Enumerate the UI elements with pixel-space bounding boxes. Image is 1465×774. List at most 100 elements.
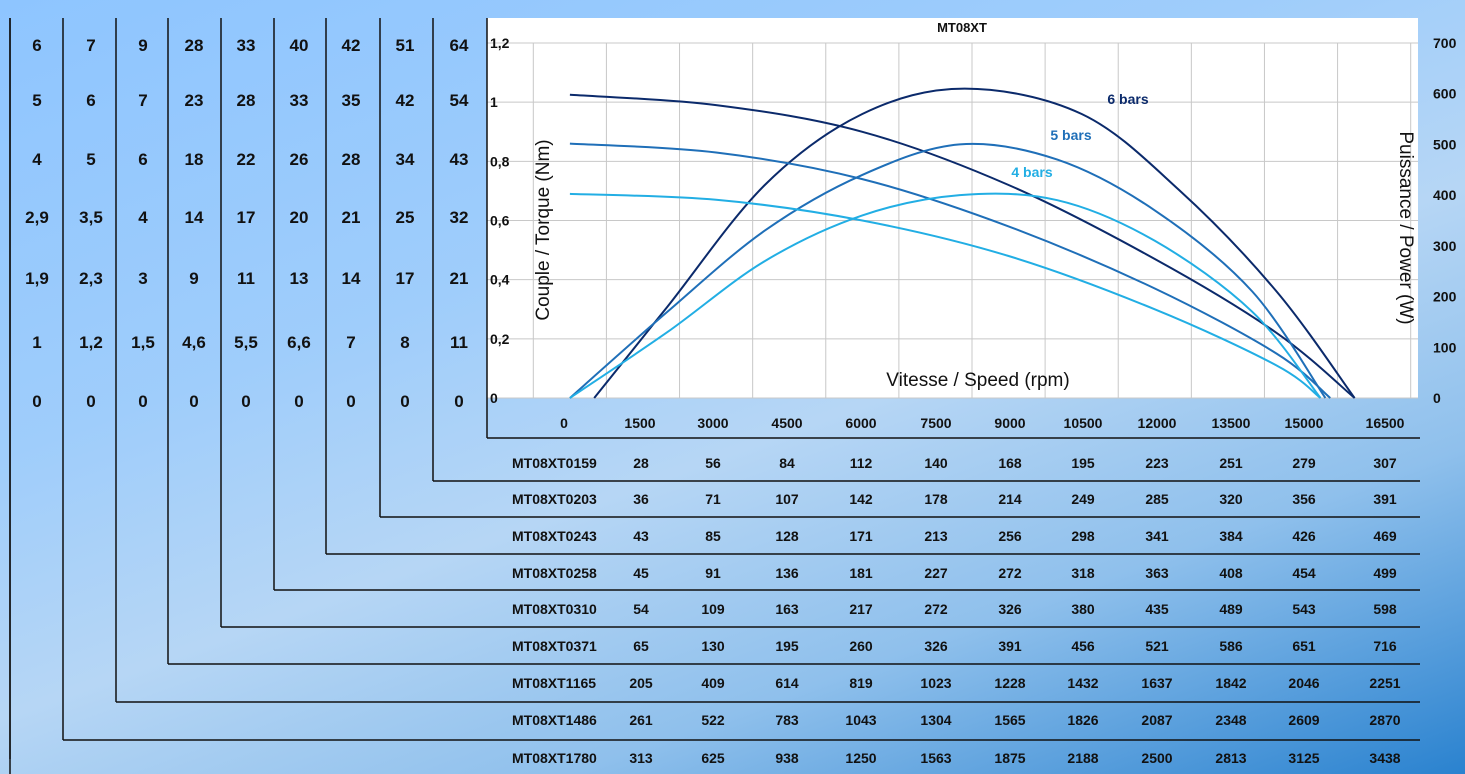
x-tick-label: 1500 bbox=[624, 415, 655, 431]
power-table-cell: 84 bbox=[779, 455, 795, 471]
left-table-cell: 13 bbox=[290, 269, 309, 288]
power-table-cell: 1563 bbox=[920, 750, 951, 766]
left-table-cell: 32 bbox=[450, 208, 469, 227]
left-table-cell: 5 bbox=[86, 150, 95, 169]
power-table-cell: 625 bbox=[701, 750, 725, 766]
left-table-cell: 14 bbox=[185, 208, 204, 227]
x-tick-label: 13500 bbox=[1212, 415, 1251, 431]
power-table-cell: 112 bbox=[850, 455, 873, 471]
power-table-cell: 2870 bbox=[1369, 712, 1400, 728]
left-table-cell: 7 bbox=[346, 333, 355, 352]
left-table-cell: 0 bbox=[454, 392, 463, 411]
x-tick-label: 9000 bbox=[994, 415, 1025, 431]
power-table-cell: 71 bbox=[705, 491, 721, 507]
left-table-cell: 51 bbox=[396, 36, 415, 55]
left-table-cell: 5 bbox=[32, 91, 41, 110]
power-table-cell: 128 bbox=[775, 528, 799, 544]
power-table-cell: 356 bbox=[1292, 491, 1316, 507]
power-table-cell: 217 bbox=[849, 601, 873, 617]
power-table-cell: 2046 bbox=[1288, 675, 1319, 691]
power-table-cell: 598 bbox=[1373, 601, 1397, 617]
power-table-cell: 28 bbox=[633, 455, 649, 471]
power-table-cell: 109 bbox=[701, 601, 725, 617]
power-table-cell: 65 bbox=[633, 638, 649, 654]
y2-tick-label: 600 bbox=[1433, 86, 1457, 102]
power-table-cell: 819 bbox=[849, 675, 873, 691]
left-table-cell: 9 bbox=[189, 269, 198, 288]
power-table-cell: 142 bbox=[849, 491, 873, 507]
x-tick-label: 12000 bbox=[1138, 415, 1177, 431]
power-table-cell: 1023 bbox=[920, 675, 951, 691]
power-table-cell: 320 bbox=[1219, 491, 1243, 507]
power-table-cell: 522 bbox=[701, 712, 725, 728]
power-table-cell: 205 bbox=[629, 675, 653, 691]
left-table-cell: 42 bbox=[396, 91, 415, 110]
y-tick-label: 0,4 bbox=[490, 272, 510, 288]
power-table-cell: 272 bbox=[924, 601, 948, 617]
power-table-cell: 213 bbox=[924, 528, 948, 544]
model-name: MT08XT1165 bbox=[512, 675, 596, 691]
left-table-cell: 1,2 bbox=[79, 333, 103, 352]
left-table-cell: 0 bbox=[138, 392, 147, 411]
power-table-cell: 2813 bbox=[1215, 750, 1246, 766]
left-table-cell: 6 bbox=[32, 36, 41, 55]
power-table-cell: 298 bbox=[1071, 528, 1095, 544]
model-name: MT08XT0203 bbox=[512, 491, 597, 507]
left-table-cell: 4 bbox=[32, 150, 42, 169]
power-table-cell: 285 bbox=[1145, 491, 1169, 507]
left-table-cell: 17 bbox=[237, 208, 256, 227]
x-tick-label: 10500 bbox=[1064, 415, 1103, 431]
power-table-cell: 3125 bbox=[1288, 750, 1319, 766]
power-table-cell: 171 bbox=[849, 528, 873, 544]
power-table-cell: 1565 bbox=[994, 712, 1025, 728]
power-table-cell: 408 bbox=[1219, 565, 1243, 581]
left-table-cell: 6,6 bbox=[287, 333, 311, 352]
left-table-cell: 17 bbox=[396, 269, 415, 288]
power-table-cell: 318 bbox=[1071, 565, 1095, 581]
x-tick-label: 0 bbox=[560, 415, 568, 431]
left-table-cell: 3,5 bbox=[79, 208, 103, 227]
power-table-cell: 36 bbox=[633, 491, 649, 507]
left-table-cell: 26 bbox=[290, 150, 309, 169]
torque-line-5-bars bbox=[569, 142, 1331, 399]
power-table-cell: 260 bbox=[849, 638, 873, 654]
x-tick-label: 15000 bbox=[1285, 415, 1324, 431]
y-axis-label: Couple / Torque (Nm) bbox=[533, 139, 554, 320]
power-table-cell: 456 bbox=[1071, 638, 1095, 654]
left-table-cell: 4,6 bbox=[182, 333, 206, 352]
x-axis-label: Vitesse / Speed (rpm) bbox=[886, 370, 1069, 391]
power-table-cell: 223 bbox=[1145, 455, 1169, 471]
power-table-cell: 2500 bbox=[1141, 750, 1172, 766]
power-table-cell: 85 bbox=[705, 528, 721, 544]
left-table-cell: 6 bbox=[86, 91, 95, 110]
power-table-cell: 3438 bbox=[1369, 750, 1400, 766]
power-table-cell: 214 bbox=[998, 491, 1022, 507]
power-table-cell: 499 bbox=[1373, 565, 1397, 581]
y-tick-label: 0,8 bbox=[490, 153, 510, 169]
series-label: 6 bars bbox=[1107, 91, 1148, 107]
y2-tick-label: 500 bbox=[1433, 136, 1457, 152]
power-table-cell: 426 bbox=[1292, 528, 1316, 544]
left-table-cell: 1,9 bbox=[25, 269, 49, 288]
left-table-cell: 0 bbox=[346, 392, 355, 411]
power-table-cell: 130 bbox=[701, 638, 725, 654]
power-table-cell: 1637 bbox=[1141, 675, 1172, 691]
y2-tick-label: 100 bbox=[1433, 339, 1457, 355]
series-label: 5 bars bbox=[1050, 127, 1091, 143]
power-table-cell: 249 bbox=[1071, 491, 1095, 507]
left-table-cell: 22 bbox=[237, 150, 256, 169]
left-table-cell: 8 bbox=[400, 333, 409, 352]
left-table-cell: 7 bbox=[138, 91, 147, 110]
power-line-6-bars bbox=[593, 87, 1356, 399]
left-table-cell: 1 bbox=[32, 333, 41, 352]
power-table-cell: 1304 bbox=[920, 712, 951, 728]
power-table-cell: 938 bbox=[775, 750, 799, 766]
left-table-cell: 20 bbox=[290, 208, 309, 227]
power-table-cell: 380 bbox=[1071, 601, 1095, 617]
left-table-cell: 0 bbox=[241, 392, 250, 411]
power-table-cell: 2348 bbox=[1215, 712, 1246, 728]
power-table-cell: 651 bbox=[1292, 638, 1316, 654]
power-table-cell: 521 bbox=[1145, 638, 1169, 654]
